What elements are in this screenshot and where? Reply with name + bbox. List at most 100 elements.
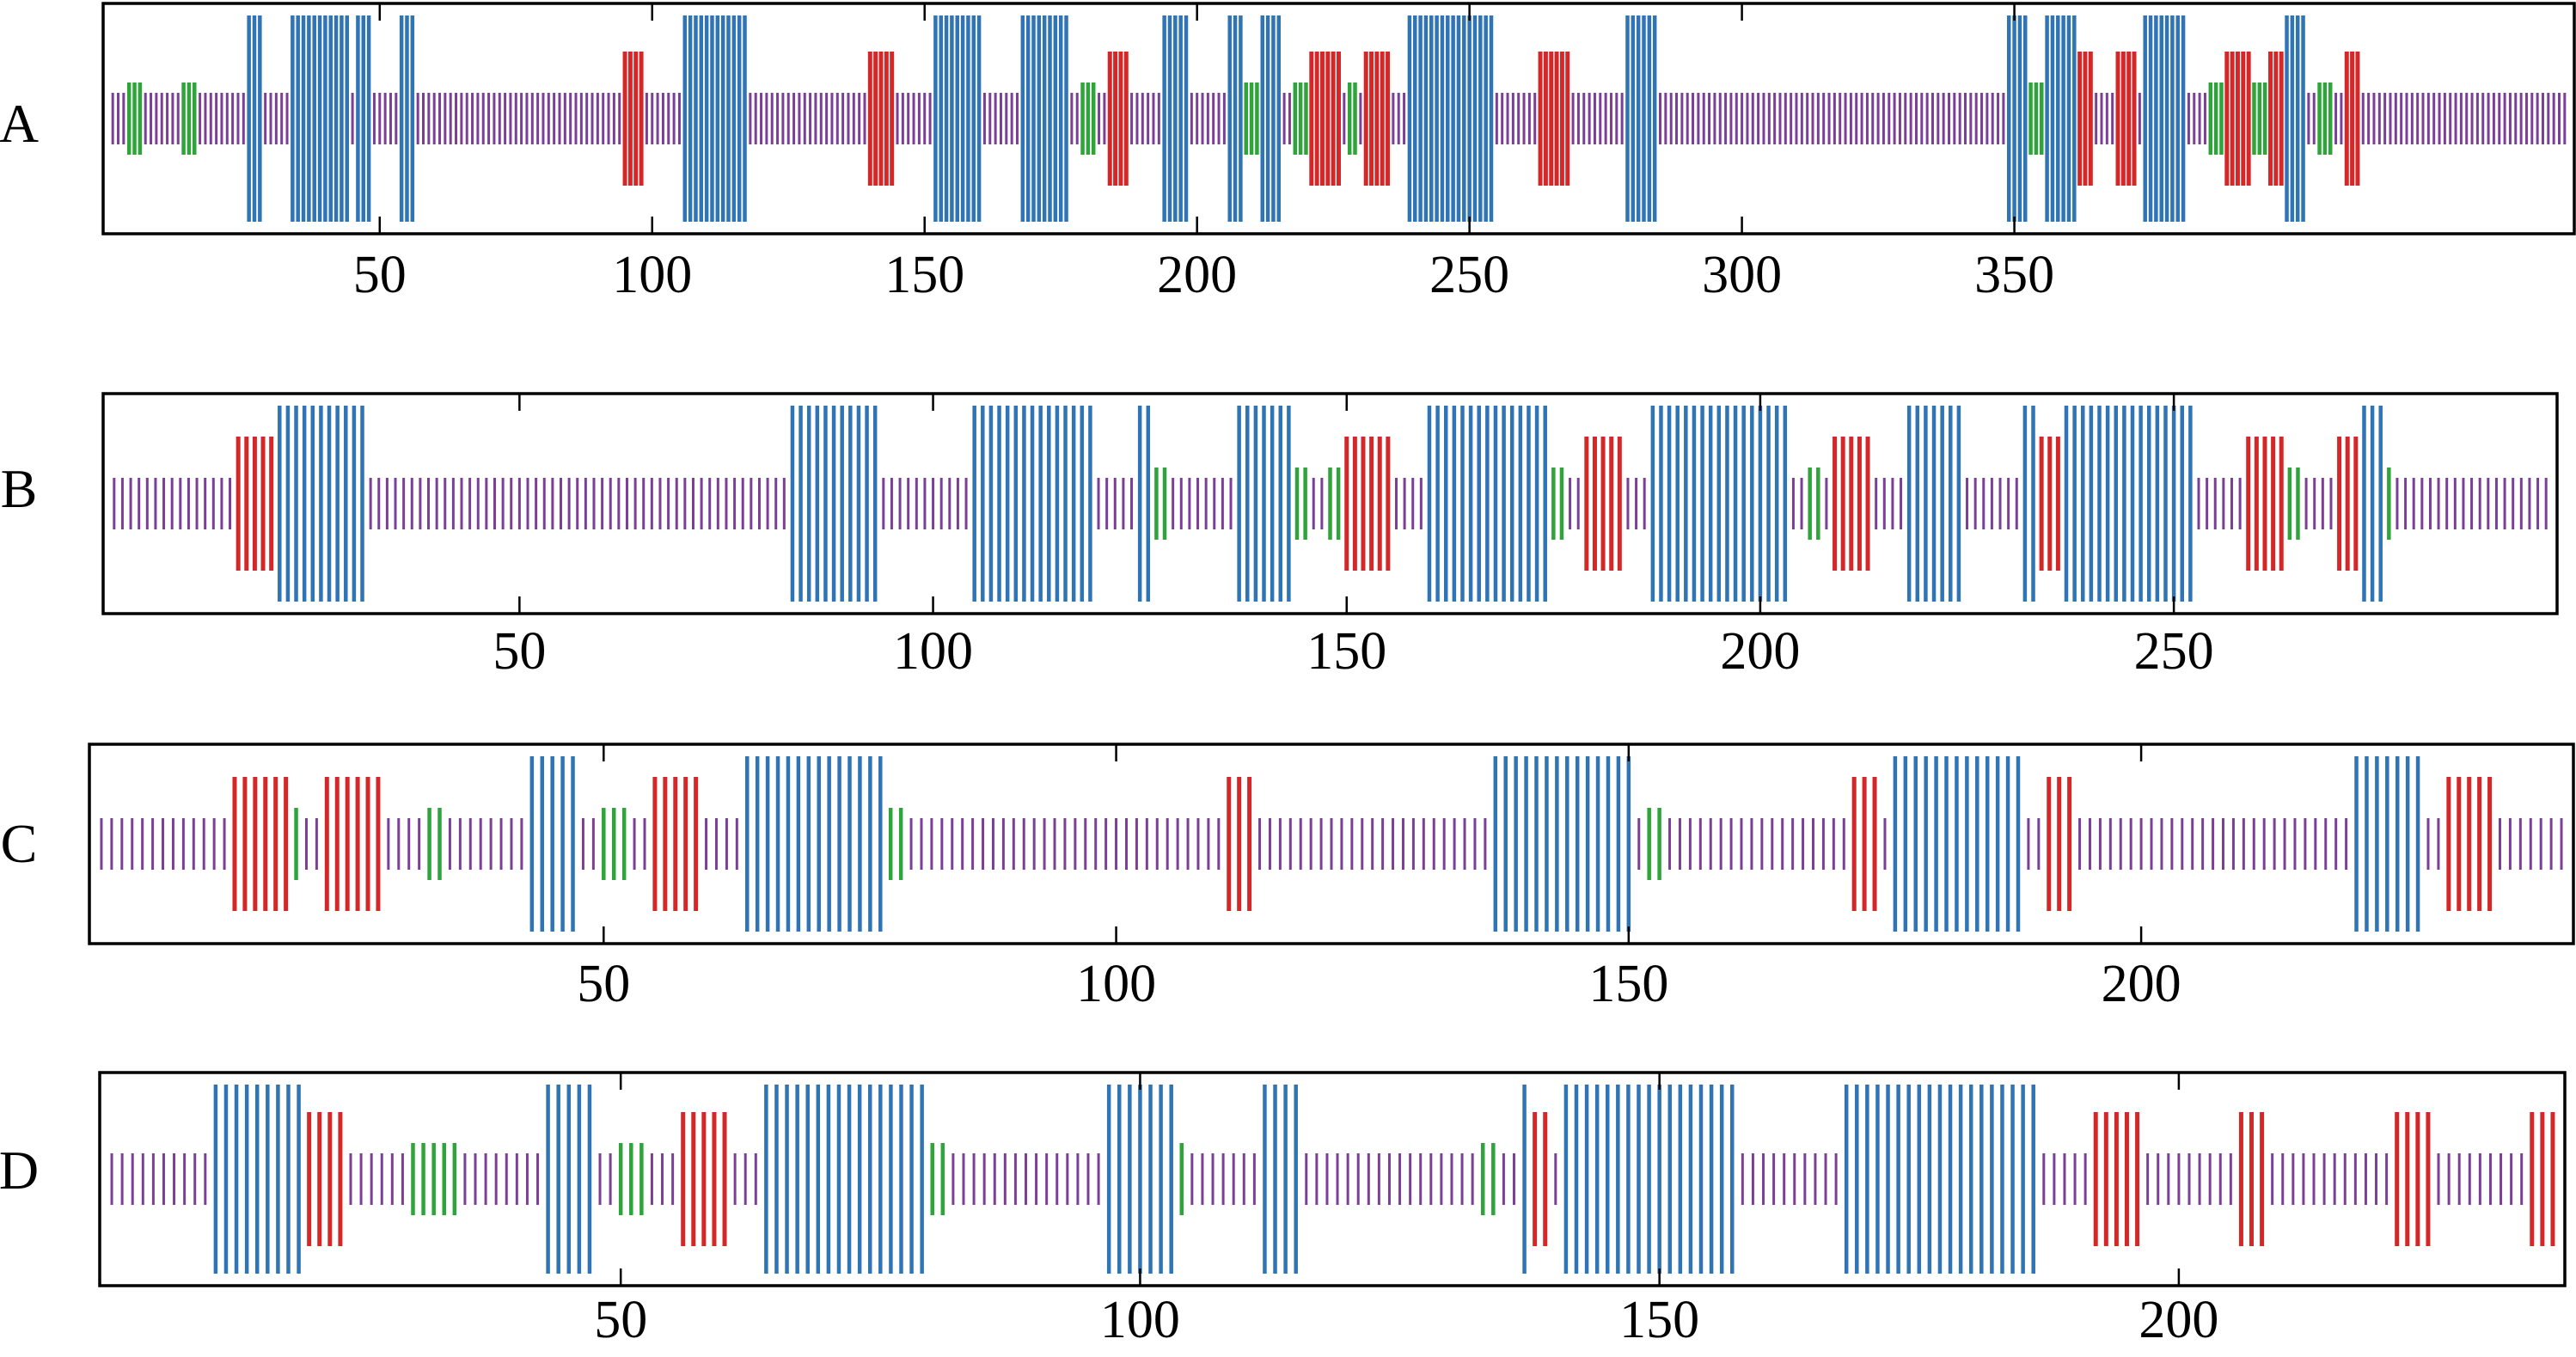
- segment-strand: [356, 15, 371, 222]
- segment-helix: [324, 777, 381, 911]
- segment-turn: [2028, 83, 2044, 155]
- segment-coil: [2426, 818, 2440, 870]
- segment-coil: [882, 478, 968, 529]
- segment-strand: [1563, 1085, 1735, 1274]
- segment-turn: [1480, 1143, 1496, 1215]
- segment-turn: [2252, 83, 2267, 155]
- segment-strand: [2354, 756, 2420, 932]
- segment-coil: [264, 93, 289, 144]
- segment-strand: [2285, 15, 2305, 222]
- panel-label-b: B: [1, 458, 38, 519]
- segment-coil: [2334, 93, 2343, 144]
- segment-strand: [2045, 15, 2077, 222]
- segment-helix: [622, 52, 644, 186]
- segment-coil: [372, 93, 398, 144]
- segment-strand: [1427, 406, 1547, 602]
- panel-frame-c: [88, 743, 2575, 945]
- segment-coil: [1495, 93, 1537, 144]
- x-tick-label: 100: [893, 622, 973, 681]
- segment-strand: [1493, 756, 1631, 932]
- segment-helix: [867, 52, 895, 186]
- x-tick-label: 250: [1429, 246, 1509, 304]
- segment-strand: [1237, 406, 1291, 602]
- segment-helix: [307, 1112, 343, 1246]
- segment-coil: [1659, 93, 2005, 144]
- segment-strand: [546, 1085, 592, 1274]
- segment-turn: [2208, 83, 2224, 155]
- segment-coil: [1875, 478, 1903, 529]
- segment-coil: [1312, 478, 1324, 529]
- segment-coil: [1258, 818, 1487, 870]
- segment-coil: [2146, 1153, 2232, 1205]
- segment-strand: [291, 15, 350, 222]
- segment-helix: [1227, 777, 1252, 911]
- x-tick-label: 50: [493, 622, 546, 681]
- panel-frame-d: [98, 1071, 2567, 1287]
- segment-coil: [2304, 478, 2333, 529]
- segment-helix: [2530, 1112, 2555, 1246]
- segment-strand: [1162, 15, 1189, 222]
- panel-d: D 50 100 150 200: [0, 1071, 2567, 1349]
- segment-coil: [982, 93, 1019, 144]
- segment-turn: [1347, 83, 1357, 155]
- x-tick-label: 200: [2139, 1291, 2218, 1349]
- segment-coil: [1791, 478, 1803, 529]
- segment-helix: [652, 777, 699, 911]
- x-tick-label: 150: [1619, 1291, 1699, 1349]
- segment-turn: [1080, 83, 1096, 155]
- segment-coil: [2078, 818, 2348, 870]
- segment-coil: [2042, 1153, 2087, 1205]
- segment-turn: [618, 1143, 644, 1215]
- segment-coil: [1394, 478, 1423, 529]
- segment-helix: [2224, 52, 2251, 186]
- segment-coil: [2271, 1153, 2389, 1205]
- segment-helix: [1363, 52, 1391, 186]
- x-tick-label: 300: [1702, 246, 1782, 304]
- segment-coil: [1097, 478, 1134, 529]
- segment-strand: [2143, 15, 2186, 222]
- x-tick-label: 150: [1306, 622, 1386, 681]
- segment-coil: [2395, 478, 2548, 529]
- segment-coil: [633, 818, 646, 870]
- segment-strand: [399, 15, 415, 222]
- segment-helix: [1833, 437, 1870, 571]
- segment-coil: [2095, 93, 2114, 144]
- segment-strand: [1106, 1085, 1173, 1274]
- segment-turn: [411, 1143, 457, 1215]
- segment-coil: [705, 818, 738, 870]
- segment-coil: [1190, 93, 1226, 144]
- x-tick-label: 50: [353, 246, 407, 304]
- segment-strand: [745, 756, 883, 932]
- segment-turn: [1293, 83, 1308, 155]
- segment-coil: [1098, 93, 1106, 144]
- segment-helix: [2238, 1112, 2265, 1246]
- segment-coil: [2498, 818, 2563, 870]
- segment-coil: [2307, 93, 2316, 144]
- segment-strand: [247, 15, 262, 222]
- segment-coil: [1626, 478, 1646, 529]
- segment-coil: [369, 478, 786, 529]
- segment-strand: [213, 1085, 301, 1274]
- segment-strand: [2006, 15, 2028, 222]
- segment-strand: [278, 406, 364, 602]
- x-tick-label: 150: [884, 246, 964, 304]
- segment-turn: [427, 808, 442, 880]
- segment-coil: [111, 93, 125, 144]
- segment-helix: [2446, 777, 2493, 911]
- segment-strand: [1260, 15, 1282, 222]
- segment-coil: [581, 818, 595, 870]
- segment-turn: [2287, 468, 2300, 540]
- segment-helix: [2246, 437, 2284, 571]
- segment-turn: [2317, 83, 2333, 155]
- x-tick-label: 50: [594, 1291, 647, 1349]
- segment-strand: [1137, 406, 1151, 602]
- segment-coil: [448, 818, 523, 870]
- segment-turn: [602, 808, 627, 880]
- segment-coil: [387, 818, 421, 870]
- segment-coil: [1172, 478, 1233, 529]
- segment-coil: [304, 818, 318, 870]
- panel-b: B 50 100 150 200 250: [1, 392, 2559, 681]
- panel-a: A 50 100 150 200 250 300 350: [0, 2, 2576, 304]
- segment-helix: [681, 1112, 727, 1246]
- segment-strand: [933, 15, 982, 222]
